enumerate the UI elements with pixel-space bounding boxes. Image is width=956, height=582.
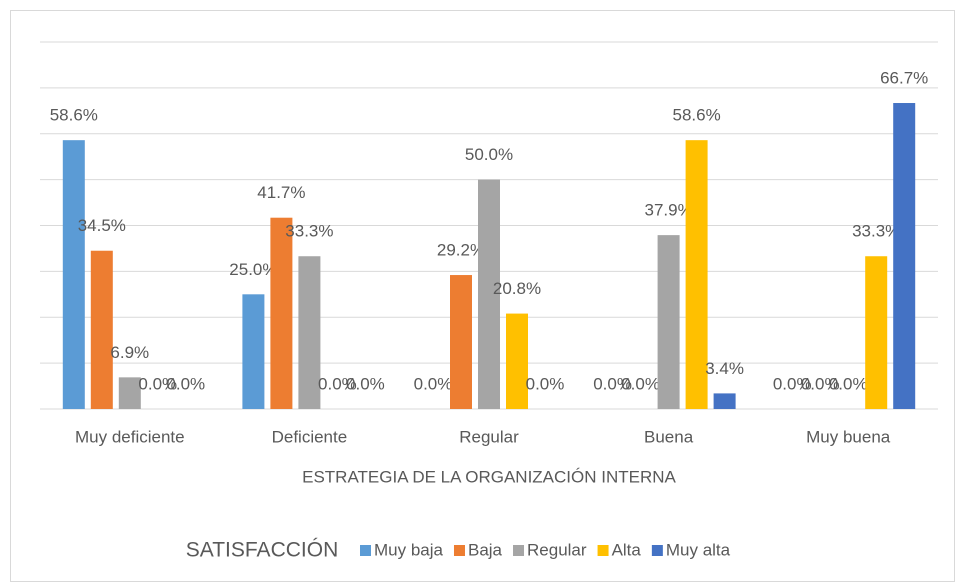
value-label: 0.0% [138,374,177,393]
bar [865,256,888,409]
value-label: 41.7% [257,183,305,202]
legend-swatch [360,545,371,556]
value-label: 29.2% [437,241,485,260]
legend-label: Regular [527,540,587,559]
bar [270,217,293,409]
x-tick-label: Muy buena [806,427,891,446]
value-label: 58.6% [672,106,720,125]
value-label: 0.0% [166,374,205,393]
value-label: 20.8% [493,279,541,298]
bar [713,393,736,409]
value-label: 0.0% [346,374,385,393]
bar [118,377,141,409]
value-label: 33.3% [285,222,333,241]
value-label: 0.0% [621,374,660,393]
legend-label: Muy alta [666,540,731,559]
legend-swatch [453,545,465,556]
bar [242,294,265,409]
value-label: 37.9% [644,201,692,220]
legend-swatch [597,545,609,556]
bar [506,313,528,409]
legend-label: Baja [468,540,503,559]
value-label: 3.4% [705,359,744,378]
bar [657,235,680,409]
bar [450,275,472,409]
x-tick-label: Buena [644,427,694,446]
value-label: 0.0% [593,374,632,393]
value-label: 0.0% [829,374,868,393]
value-label: 0.0% [773,374,812,393]
value-label: 33.3% [852,222,900,241]
bar [478,179,500,409]
value-label: 0.0% [414,374,453,393]
value-label: 0.0% [318,374,357,393]
bar [90,250,113,409]
value-label: 50.0% [465,145,513,164]
value-label: 34.5% [78,216,126,235]
bar [298,256,321,409]
value-label: 0.0% [801,374,840,393]
x-axis-title: ESTRATEGIA DE LA ORGANIZACIÓN INTERNA [302,467,676,486]
bar [685,140,708,410]
value-label: 0.0% [526,374,565,393]
x-tick-label: Deficiente [272,427,348,446]
value-label: 25.0% [229,260,277,279]
legend-title: SATISFACCIÓN [186,539,338,562]
legend-label: Alta [612,540,642,559]
value-label: 58.6% [50,106,98,125]
value-label: 66.7% [880,68,928,87]
value-label: 6.9% [110,343,149,362]
bar [893,103,916,410]
x-tick-label: Muy deficiente [75,427,185,446]
legend-swatch [513,545,525,556]
bar [62,140,85,410]
x-tick-label: Regular [459,427,519,446]
legend-swatch [651,545,663,556]
legend-label: Muy baja [374,540,444,559]
